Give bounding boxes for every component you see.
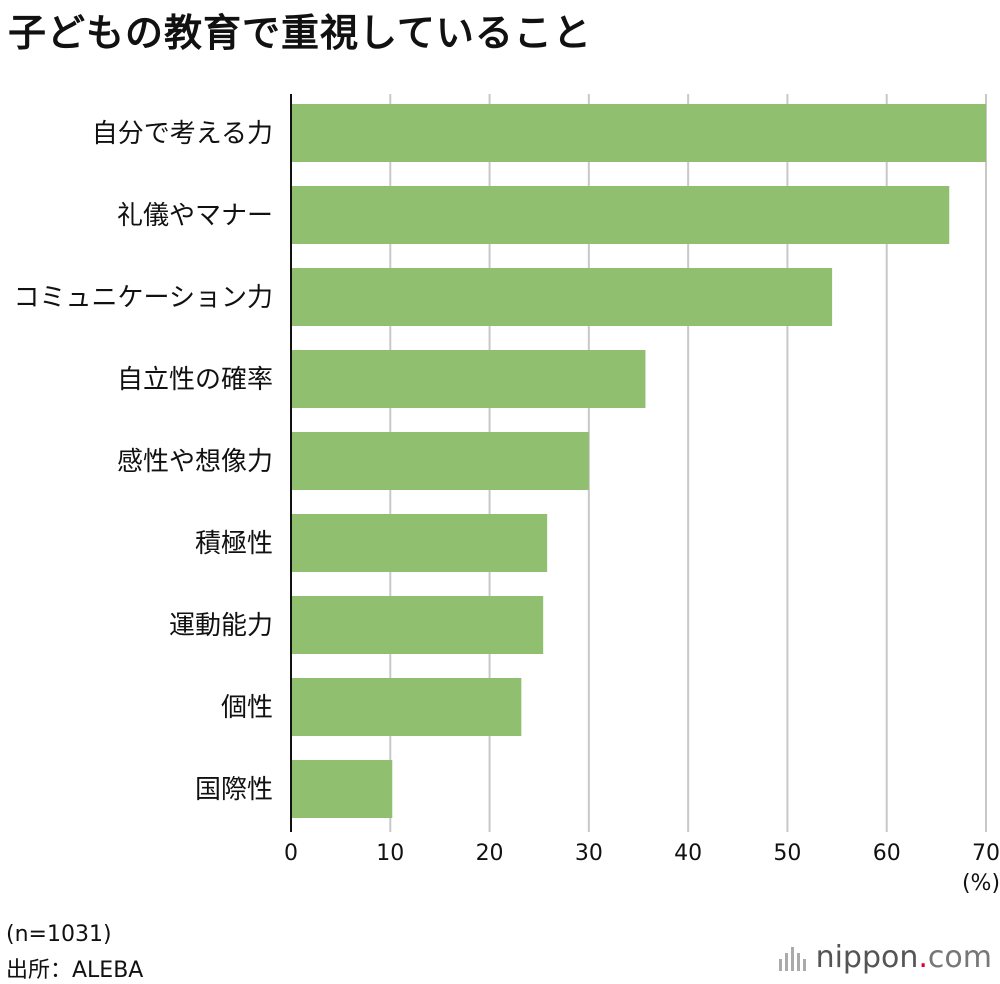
bar [291,186,950,244]
bar [291,760,393,818]
category-label: 礼儀やマナー [117,201,273,231]
logo-suffix: com [927,940,992,975]
category-label: 自立性の確率 [117,365,273,395]
category-labels: 自分で考える力礼儀やマナーコミュニケーション力自立性の確率感性や想像力積極性運動… [14,119,273,805]
x-tick-label: 70 [972,841,1000,866]
bar [291,268,833,326]
logo-name: nippon [815,940,919,975]
category-label: コミュニケーション力 [14,283,273,313]
category-label: 国際性 [195,775,273,805]
category-label: 感性や想像力 [117,447,273,477]
bar-chart: 自分で考える力礼儀やマナーコミュニケーション力自立性の確率感性や想像力積極性運動… [14,94,1000,896]
bar [291,350,646,408]
category-label: 運動能力 [169,611,273,641]
nippon-logo[interactable]: nippon. com [778,940,992,975]
source-note: 出所：ALEBA [6,958,144,983]
category-label: 自分で考える力 [92,119,273,149]
bar [291,514,548,572]
bar [291,596,544,654]
bars [291,104,986,818]
x-tick-label: 0 [284,841,298,866]
logo-dot: . [918,940,928,975]
bar [291,678,522,736]
logo-mark-icon [778,945,806,971]
x-tick-label: 40 [674,841,702,866]
bar [291,432,589,490]
chart-title: 子どもの教育で重視していること [8,11,592,55]
x-tick-label: 20 [476,841,504,866]
x-tick-label: 10 [376,841,404,866]
category-label: 個性 [221,693,273,723]
x-axis-unit: (%) [962,871,1000,896]
x-tick-label: 50 [773,841,801,866]
x-tick-label: 30 [575,841,603,866]
x-tick-label: 60 [873,841,901,866]
category-label: 積極性 [195,529,273,559]
bar [291,104,986,162]
sample-size-note: (n=1031) [6,922,112,947]
x-tick-labels: 0 10 20 30 40 50 60 70 [284,841,1000,866]
